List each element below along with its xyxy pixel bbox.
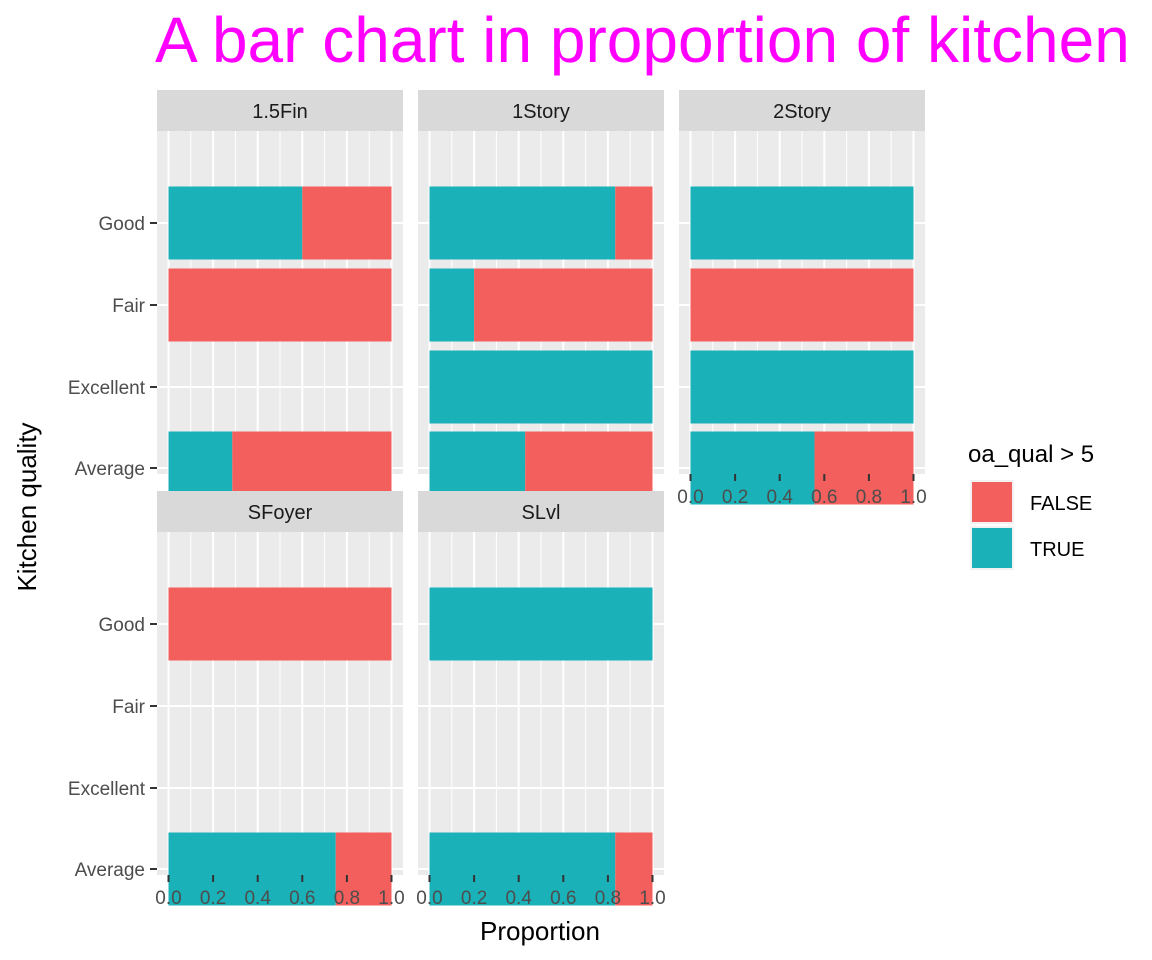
bar-false-average	[335, 832, 392, 906]
chart-title: A bar chart in proportion of kitchen	[155, 4, 1130, 76]
bar-false-average	[615, 832, 653, 906]
x-tick-label: 0.8	[334, 888, 360, 909]
strip-1.5fin	[157, 90, 403, 131]
bar-false-good	[615, 186, 653, 260]
y-tick-label: Fair	[112, 296, 145, 317]
x-tick-label: 0.2	[200, 888, 226, 909]
bar-false-average	[814, 431, 914, 505]
y-tick-label: Average	[75, 860, 145, 881]
bar-true-excellent	[429, 350, 653, 424]
bar-true-average	[429, 832, 616, 906]
bar-true-good	[429, 587, 653, 661]
x-tick-label: 1.0	[639, 888, 665, 909]
bar-true-average	[690, 431, 815, 505]
strip-1story	[418, 90, 664, 131]
y-tick-label: Average	[75, 459, 145, 480]
panel-slvl: SLvl 0.0 0.2 0.4 0.6 0.8 1.0	[416, 491, 666, 909]
strip-sfoyer	[157, 491, 403, 532]
x-axis-title: Proportion	[480, 916, 600, 946]
strip-label: 1.5Fin	[252, 101, 308, 123]
x-tick-label: 0.2	[722, 487, 748, 508]
strip-slvl	[418, 491, 664, 532]
strip-label: 1Story	[512, 101, 570, 123]
legend-title: oa_qual > 5	[968, 441, 1094, 468]
y-tick-label: Good	[99, 615, 145, 636]
x-tick-label: 0.0	[416, 888, 442, 909]
facet-panels: 1.5Fin Good Fair Excellent Average 1Story 2Sto…	[68, 90, 927, 909]
legend-label-false: FALSE	[1030, 493, 1092, 515]
bar-false-fair	[474, 268, 653, 342]
y-tick-label: Excellent	[68, 779, 146, 800]
bar-false-good	[168, 587, 392, 661]
y-tick-label: Excellent	[68, 378, 146, 399]
legend-key-true	[972, 528, 1012, 568]
x-tick-label: 0.8	[595, 888, 621, 909]
x-tick-label: 0.6	[811, 487, 837, 508]
strip-2story	[679, 90, 925, 131]
strip-label: SFoyer	[248, 502, 313, 524]
panel-1.5fin: 1.5Fin Good Fair Excellent Average	[68, 90, 403, 505]
panel-sfoyer: SFoyer Good Fair Excellent Average 0.0 0.2 0.4 0…	[68, 491, 405, 909]
x-tick-label: 1.0	[900, 487, 926, 508]
bar-true-average	[168, 832, 336, 906]
bar-true-excellent	[690, 350, 914, 424]
x-tick-label: 0.2	[461, 888, 487, 909]
legend: oa_qual > 5 FALSE TRUE	[968, 441, 1094, 570]
x-tick-label: 0.6	[289, 888, 315, 909]
bar-true-good	[168, 186, 303, 260]
bar-true-good	[429, 186, 616, 260]
y-tick-label: Good	[99, 214, 145, 235]
bar-false-fair	[690, 268, 914, 342]
x-tick-label: 0.8	[856, 487, 882, 508]
x-tick-label: 0.4	[505, 888, 532, 909]
x-tick-label: 0.4	[766, 487, 793, 508]
panel-2story: 2Story 0.0 0.2 0.4 0.6 0.8 1.0	[677, 90, 927, 508]
x-tick-label: 0.6	[550, 888, 576, 909]
x-tick-label: 1.0	[378, 888, 404, 909]
panel-1story: 1Story	[418, 90, 664, 505]
legend-label-true: TRUE	[1030, 539, 1084, 561]
x-tick-label: 0.0	[155, 888, 181, 909]
y-tick-label: Fair	[112, 697, 145, 718]
bar-true-fair	[429, 268, 475, 342]
x-tick-label: 0.4	[244, 888, 271, 909]
bar-false-fair	[168, 268, 392, 342]
strip-label: SLvl	[522, 502, 561, 524]
bar-true-good	[690, 186, 914, 260]
strip-label: 2Story	[773, 101, 831, 123]
y-axis-title: Kitchen quality	[12, 422, 42, 591]
x-tick-label: 0.0	[677, 487, 703, 508]
bar-false-good	[302, 186, 392, 260]
legend-key-false	[972, 482, 1012, 522]
